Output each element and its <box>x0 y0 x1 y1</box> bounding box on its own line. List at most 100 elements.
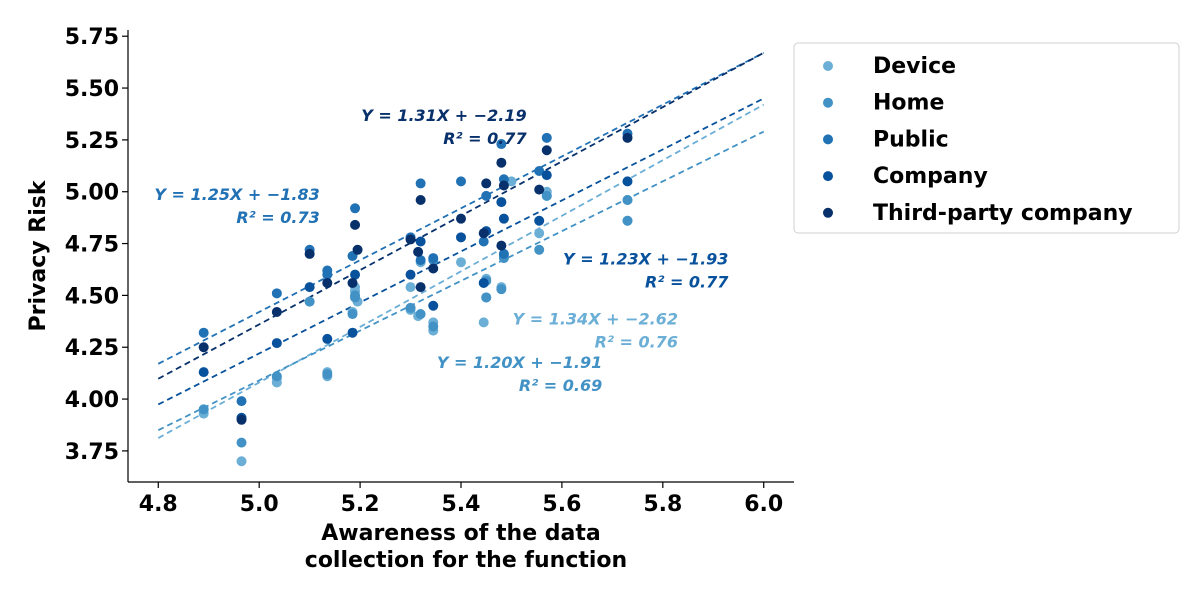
point-home <box>405 302 416 313</box>
legend-label: Device <box>873 54 956 79</box>
point-third-party-company <box>413 246 424 257</box>
x-axis-label-line2: collection for the function <box>305 548 627 573</box>
point-third-party-company <box>304 248 315 259</box>
data-points <box>198 128 633 467</box>
legend-box <box>793 42 1180 234</box>
x-tick-label: 6.0 <box>744 492 783 517</box>
point-public <box>541 132 552 143</box>
y-tick-label: 5.25 <box>65 129 119 154</box>
r2-label: R² = 0.69 <box>519 376 602 395</box>
point-third-party-company <box>271 306 282 317</box>
y-tick-label: 5.50 <box>65 77 119 102</box>
point-company <box>322 333 333 344</box>
r2-label: R² = 0.73 <box>236 208 319 227</box>
equation-label: Y = 1.23X + −1.93 <box>563 249 728 268</box>
point-home <box>622 215 633 226</box>
y-tick-label: 3.75 <box>65 440 119 465</box>
point-third-party-company <box>496 240 507 251</box>
point-public <box>322 269 333 280</box>
x-axis-label-line1: Awareness of the data <box>321 521 600 546</box>
point-device <box>236 456 247 467</box>
point-public <box>415 178 426 189</box>
point-public <box>496 139 507 150</box>
point-third-party-company <box>428 263 439 274</box>
y-tick-label: 4.00 <box>65 388 119 413</box>
point-home <box>496 284 507 295</box>
point-public <box>428 253 439 264</box>
r2-label: R² = 0.76 <box>595 332 678 351</box>
equation-label: Y = 1.34X + −2.62 <box>513 309 678 328</box>
point-public <box>415 255 426 266</box>
point-company <box>304 282 315 293</box>
equation-label: Y = 1.31X + −2.19 <box>361 106 526 125</box>
r2-label: R² = 0.77 <box>443 129 527 148</box>
y-axis-label: Privacy Risk <box>26 179 51 331</box>
point-home <box>322 369 333 380</box>
point-company <box>498 213 509 224</box>
point-public <box>478 236 489 247</box>
point-third-party-company <box>198 342 209 353</box>
point-third-party-company <box>478 228 489 239</box>
point-home <box>236 437 247 448</box>
point-home <box>304 296 315 307</box>
point-company <box>478 277 489 288</box>
x-tick-label: 5.8 <box>643 492 682 517</box>
point-third-party-company <box>496 157 507 168</box>
x-tick-label: 5.0 <box>240 492 279 517</box>
point-public <box>481 190 492 201</box>
point-company <box>198 367 209 378</box>
legend-label: Home <box>873 91 944 116</box>
point-public <box>456 176 466 187</box>
y-tick-label: 5.00 <box>65 181 119 206</box>
point-device <box>456 257 466 268</box>
point-home <box>534 244 545 255</box>
point-company <box>541 170 552 181</box>
point-third-party-company <box>534 184 545 195</box>
point-third-party-company <box>415 282 426 293</box>
regression-line-device <box>157 103 765 439</box>
legend-marker <box>823 134 833 145</box>
point-public <box>350 203 361 214</box>
point-home <box>428 321 439 332</box>
point-third-party-company <box>236 414 247 425</box>
legend: Device Home Public Company Third-party compa… <box>793 42 1180 234</box>
point-home <box>541 190 552 201</box>
point-third-party-company <box>498 180 509 191</box>
regression-line-company <box>157 97 765 406</box>
point-third-party-company <box>352 244 363 255</box>
point-third-party-company <box>350 219 361 230</box>
point-company <box>456 232 466 243</box>
point-company <box>350 269 361 280</box>
x-tick-label: 5.2 <box>341 492 380 517</box>
point-company <box>496 197 507 208</box>
point-public <box>534 165 545 176</box>
point-public <box>236 396 247 407</box>
point-third-party-company <box>347 277 358 288</box>
equation-label: Y = 1.20X + −1.91 <box>437 353 602 372</box>
point-company <box>428 300 439 311</box>
point-third-party-company <box>622 132 633 143</box>
point-company <box>415 236 426 247</box>
point-third-party-company <box>322 277 333 288</box>
point-third-party-company <box>415 195 426 206</box>
point-home <box>350 290 361 301</box>
point-public <box>498 248 509 259</box>
point-company <box>271 338 282 349</box>
point-third-party-company <box>481 178 492 189</box>
equation-annotations: Y = 1.31X + −2.19 R² = 0.77 Y = 1.25X + −1… <box>154 106 729 395</box>
point-home <box>415 309 426 320</box>
point-device <box>506 176 517 187</box>
y-tick-label: 4.75 <box>65 233 119 258</box>
point-third-party-company <box>456 213 466 224</box>
y-tick-label: 4.25 <box>65 336 119 361</box>
y-tick-label: 4.50 <box>65 284 119 309</box>
x-ticks: 4.8 5.0 5.2 5.4 5.6 5.8 6.0 <box>139 482 783 517</box>
point-home <box>198 404 209 415</box>
point-public <box>198 327 209 338</box>
y-tick-label: 5.75 <box>65 25 119 50</box>
x-tick-label: 5.4 <box>442 492 481 517</box>
point-public <box>271 288 282 299</box>
legend-marker <box>823 207 833 218</box>
legend-label: Public <box>873 127 949 152</box>
